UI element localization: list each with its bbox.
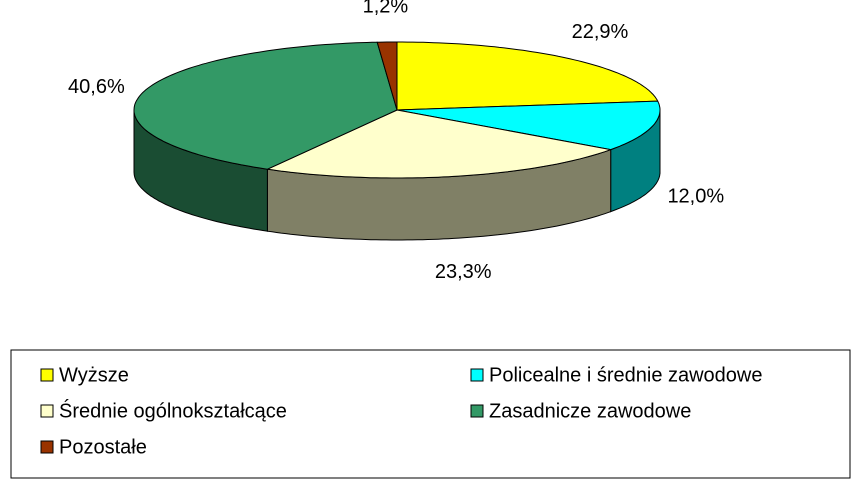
pie-slice [396,41,659,111]
data-label: 23,3% [435,261,492,283]
pie-slice [396,100,661,151]
legend-label: Wyższe [59,364,129,386]
legend-label: Pozostałe [59,436,147,458]
legend-label: Średnie ogólnokształcące [59,398,287,422]
pie-slice [376,41,398,111]
legend-swatch [40,368,54,382]
legend-swatch [470,404,484,418]
legend-swatch [40,404,54,418]
pie-slice [265,109,613,179]
legend-swatch [470,368,484,382]
legend-swatch [40,440,54,454]
pie-slice [133,41,398,170]
data-label: 22,9% [572,21,629,43]
legend-box [10,349,851,479]
data-label: 1,2% [363,0,409,17]
legend-label: Policealne i średnie zawodowe [489,364,763,386]
legend-label: Zasadnicze zawodowe [489,400,691,422]
data-label: 40,6% [68,76,125,98]
data-label: 12,0% [667,185,724,207]
